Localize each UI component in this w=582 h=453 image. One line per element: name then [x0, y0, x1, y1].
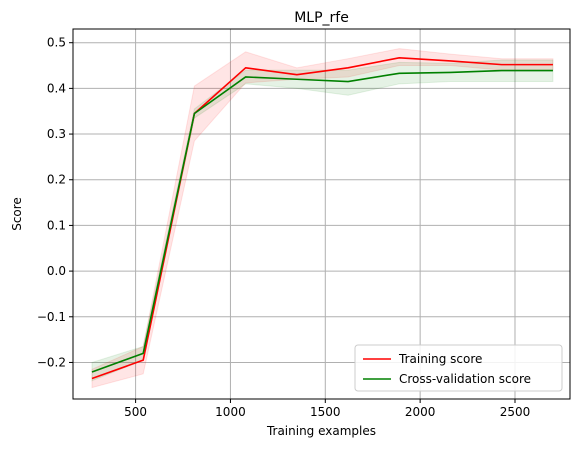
- y-tick-label: −0.2: [37, 355, 66, 369]
- y-axis-label: Score: [10, 197, 24, 231]
- legend-label-2: Cross-validation score: [399, 372, 531, 386]
- x-tick-label: 1000: [215, 405, 246, 419]
- y-tick-label: 0.3: [47, 127, 66, 141]
- x-axis-label: Training examples: [266, 424, 376, 438]
- y-tick-label: 0.5: [47, 36, 66, 50]
- legend-label-1: Training score: [398, 352, 482, 366]
- legend-box: [354, 344, 563, 392]
- grid: [73, 29, 570, 399]
- x-tick-label: 500: [124, 405, 147, 419]
- y-tick-label: 0.2: [47, 173, 66, 187]
- chart-title: MLP_rfe: [294, 10, 349, 26]
- series-lines: [91, 56, 553, 380]
- x-tick-label: 2000: [405, 405, 436, 419]
- y-axis-ticks: −0.2 −0.1 0.0 0.1 0.2 0.3 0.4 0.5: [37, 36, 73, 369]
- y-tick-label: −0.1: [37, 310, 66, 324]
- legend: Training score Cross-validation score: [354, 344, 563, 392]
- x-axis-ticks: 500 1000 1500 2000 2500: [124, 399, 530, 419]
- x-tick-label: 2500: [500, 405, 531, 419]
- plot-frame: [72, 28, 571, 400]
- y-tick-label: 0.1: [47, 218, 66, 232]
- x-tick-label: 1500: [310, 405, 341, 419]
- y-tick-label: 0.4: [47, 81, 66, 95]
- y-tick-label: 0.0: [47, 264, 66, 278]
- line-series-2: [91, 69, 553, 373]
